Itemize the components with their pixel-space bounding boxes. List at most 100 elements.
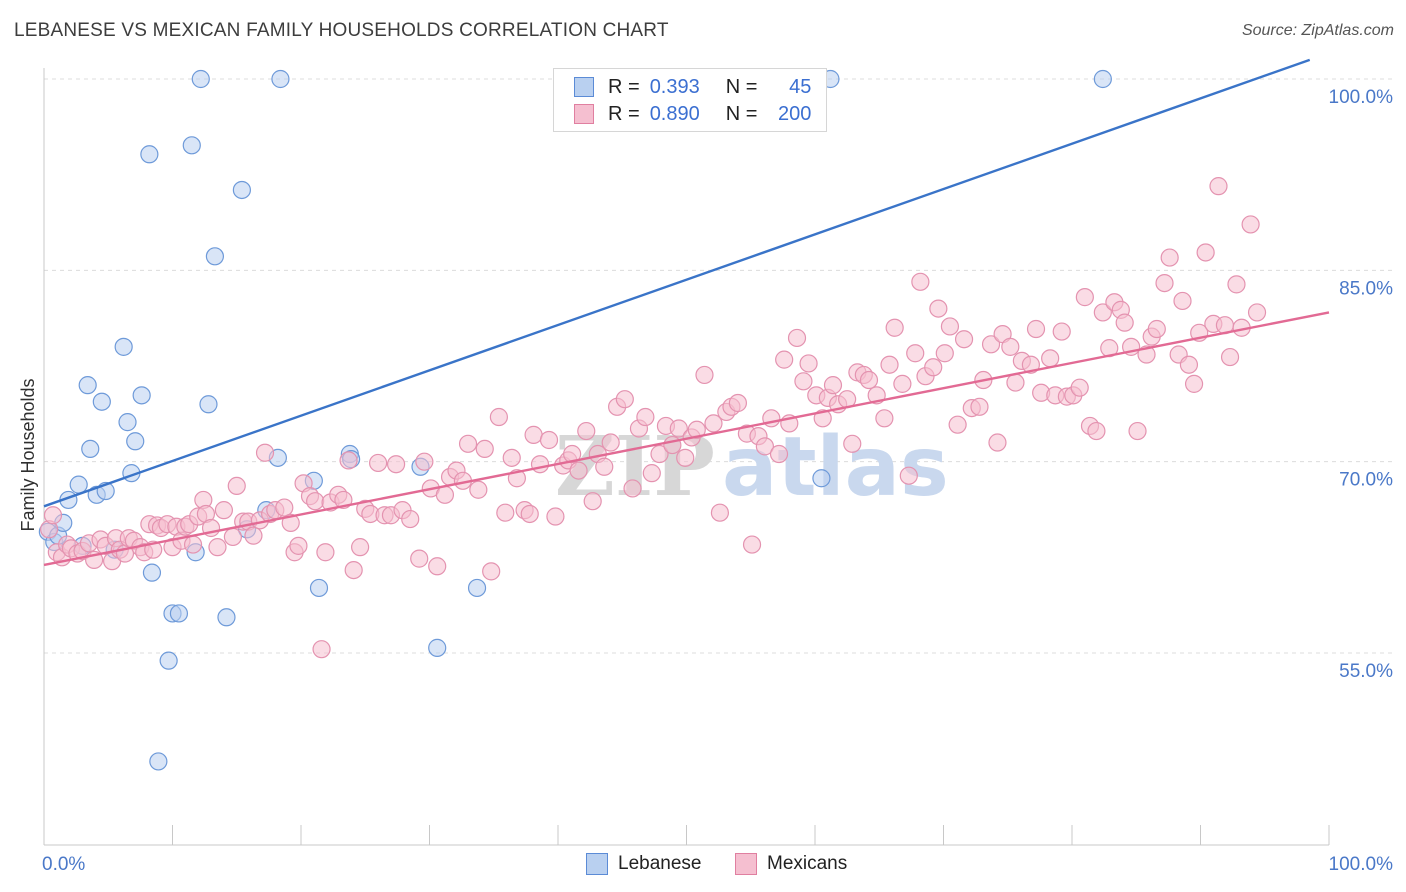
mexicans-point bbox=[289, 536, 308, 555]
bottom-lebanese-swatch bbox=[586, 853, 608, 875]
mexicans-point bbox=[469, 480, 488, 499]
lebanese-point bbox=[69, 475, 88, 494]
mexicans-point bbox=[1006, 373, 1025, 392]
mexicans-point bbox=[524, 425, 543, 444]
correlation-legend: R = 0.393 N = 45 R = 0.890 N = 200 bbox=[553, 68, 827, 132]
mexicans-point bbox=[1052, 322, 1071, 341]
mexicans-point bbox=[344, 560, 363, 580]
mexicans-point bbox=[642, 464, 661, 483]
mexicans-point bbox=[948, 415, 967, 434]
mexicans-point bbox=[1179, 355, 1199, 374]
y-tick-label: 55.0% bbox=[1339, 661, 1393, 682]
source-credit: Source: ZipAtlas.com bbox=[1241, 22, 1394, 39]
mexicans-point bbox=[1087, 421, 1106, 441]
mexicans-point bbox=[623, 479, 642, 498]
lebanese-point bbox=[271, 69, 290, 89]
lebanese-point bbox=[428, 638, 447, 657]
mexicans-point bbox=[981, 335, 1001, 354]
mexicans-point bbox=[401, 509, 420, 529]
mexicans-point bbox=[769, 444, 789, 464]
mexicans-point bbox=[369, 453, 388, 473]
mexicans-point bbox=[911, 272, 930, 291]
chart-title: LEBANESE VS MEXICAN FAMILY HOUSEHOLDS CO… bbox=[14, 20, 669, 41]
lebanese-point bbox=[159, 651, 178, 670]
mexicans-point bbox=[415, 452, 434, 471]
y-tick-label: 85.0% bbox=[1339, 278, 1393, 299]
lebanese-n-value: 45 bbox=[789, 75, 812, 98]
mexicans-point bbox=[893, 374, 912, 393]
mexicans-point bbox=[428, 557, 447, 576]
lebanese-point bbox=[1093, 69, 1112, 89]
y-tick-label: 100.0% bbox=[1329, 87, 1394, 108]
mexicans-point bbox=[676, 448, 695, 467]
mexicans-point bbox=[386, 455, 406, 474]
axis-layer bbox=[43, 68, 1330, 846]
mexicans-point bbox=[1041, 349, 1060, 368]
mexicans-point bbox=[787, 328, 807, 348]
bottom-legend-lebanese: Lebanese bbox=[586, 851, 701, 877]
mexicans-point bbox=[316, 543, 335, 562]
y-axis-title: Family Households bbox=[18, 378, 38, 531]
mexicans-point bbox=[742, 535, 762, 554]
mexicans-series bbox=[40, 177, 1267, 659]
lebanese-point bbox=[78, 376, 97, 395]
mexicans-point bbox=[223, 527, 242, 547]
mexicans-point bbox=[227, 476, 246, 496]
mexicans-point bbox=[650, 444, 669, 464]
mexicans-point bbox=[799, 354, 818, 373]
mexicans-point bbox=[899, 466, 918, 485]
mexicans-point bbox=[281, 513, 300, 532]
lebanese-point bbox=[467, 578, 487, 598]
x-tick-label-max: 100.0% bbox=[1329, 854, 1394, 875]
mexicans-swatch bbox=[574, 104, 594, 124]
mexicans-point bbox=[520, 504, 539, 524]
mexicans-point bbox=[244, 526, 263, 545]
lebanese-trend-line bbox=[43, 58, 1311, 508]
mexicans-point bbox=[1196, 243, 1215, 262]
mexicans-point bbox=[1184, 374, 1204, 393]
mexicans-point bbox=[306, 492, 325, 511]
mexicans-point bbox=[813, 409, 832, 428]
lebanese-point bbox=[232, 180, 251, 200]
mexicans-point bbox=[859, 370, 879, 390]
mexicans-point bbox=[475, 439, 494, 459]
bottom-mexicans-swatch bbox=[735, 853, 757, 875]
lebanese-swatch bbox=[574, 77, 594, 97]
mexicans-trend-line bbox=[43, 311, 1330, 567]
lebanese-point bbox=[812, 469, 831, 488]
lebanese-point bbox=[199, 395, 218, 414]
lebanese-point bbox=[118, 413, 137, 432]
mexicans-point bbox=[885, 318, 904, 337]
mexicans-point bbox=[502, 448, 521, 467]
mexicans-point bbox=[1147, 319, 1166, 339]
mexicans-point bbox=[275, 498, 294, 517]
mexicans-point bbox=[1026, 319, 1046, 339]
mexicans-point bbox=[935, 344, 954, 363]
mexicans-point bbox=[755, 437, 774, 456]
mexicans-point bbox=[954, 330, 974, 349]
mexicans-point bbox=[312, 640, 331, 659]
mexicans-point bbox=[208, 538, 227, 557]
legend-row-lebanese: R = 0.393 N = 45 bbox=[574, 74, 811, 100]
trend-lines bbox=[43, 58, 1330, 567]
mexicans-point bbox=[1220, 347, 1240, 367]
mexicans-point bbox=[880, 355, 899, 374]
lebanese-point bbox=[182, 136, 201, 155]
mexicans-n-value: 200 bbox=[778, 102, 812, 125]
y-tick-label: 70.0% bbox=[1339, 470, 1393, 491]
mexicans-point bbox=[728, 393, 748, 413]
lebanese-point bbox=[217, 608, 236, 627]
mexicans-point bbox=[823, 376, 843, 395]
mexicans-point bbox=[339, 451, 358, 470]
mexicans-point bbox=[843, 434, 862, 453]
mexicans-point bbox=[1247, 303, 1267, 322]
mexicans-point bbox=[530, 455, 550, 474]
bottom-legend-mexicans: Mexicans bbox=[735, 851, 847, 877]
mexicans-point bbox=[563, 444, 582, 464]
mexicans-point bbox=[583, 492, 602, 511]
mexicans-point bbox=[695, 365, 714, 385]
legend-row-mexicans: R = 0.890 N = 200 bbox=[574, 101, 811, 127]
lebanese-point bbox=[205, 247, 225, 266]
mexicans-point bbox=[1070, 378, 1089, 397]
